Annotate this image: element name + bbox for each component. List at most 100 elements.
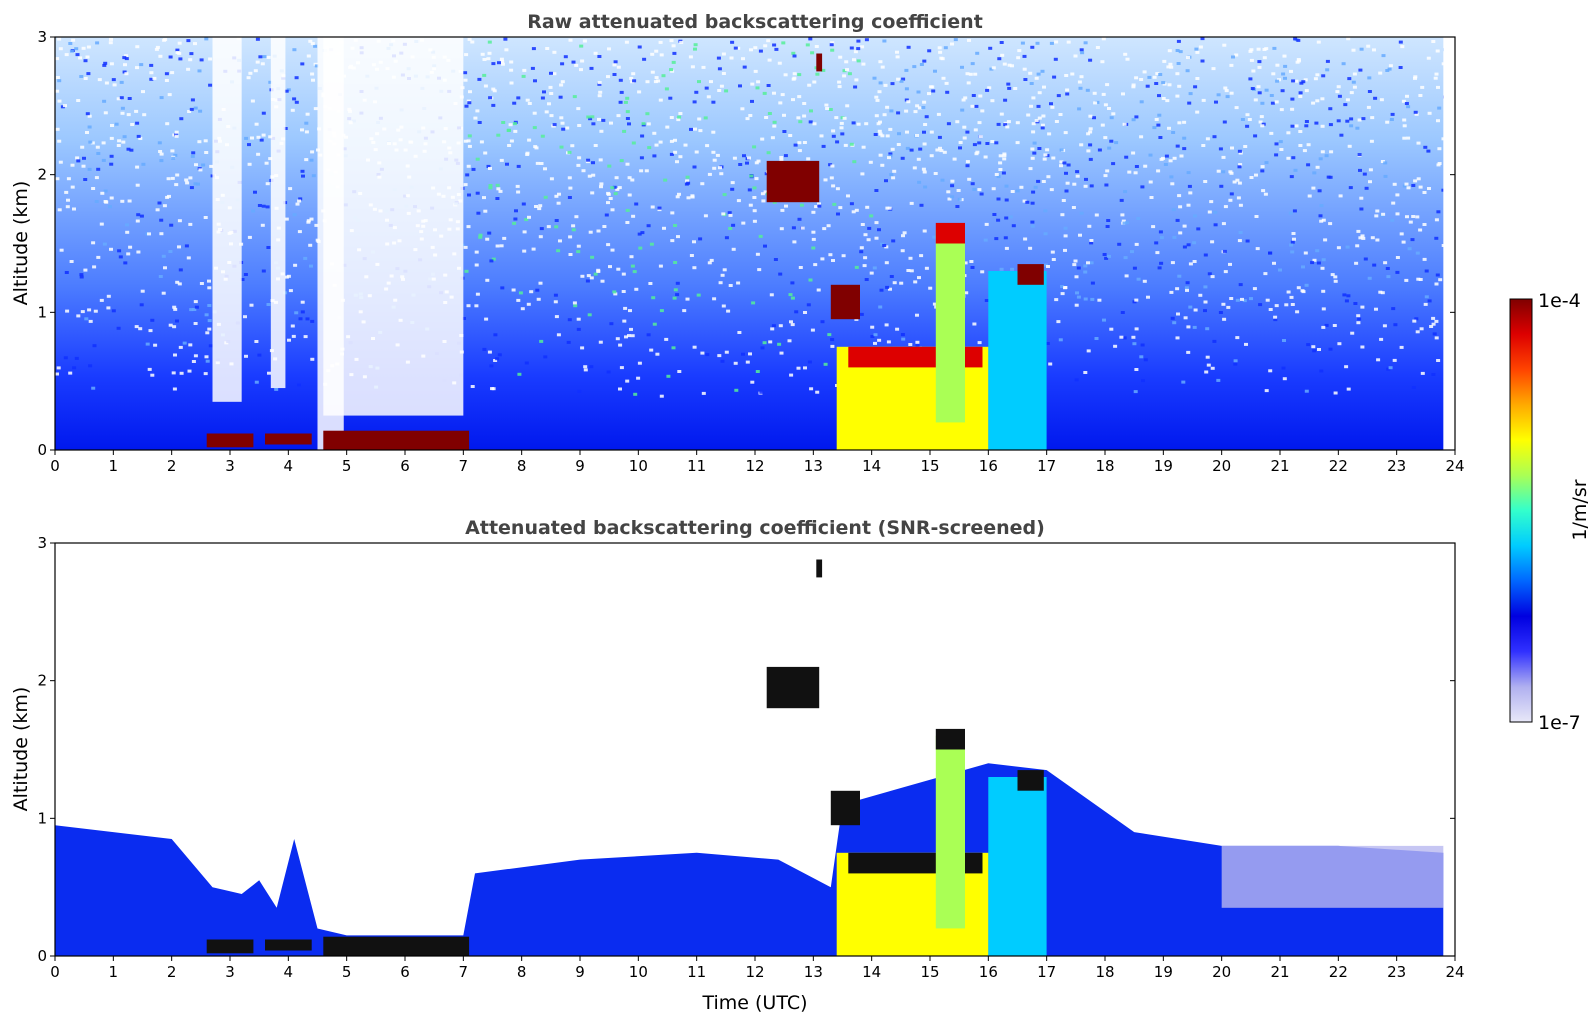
raw-noise-speckle — [135, 66, 139, 70]
raw-noise-speckle — [1306, 343, 1311, 347]
raw-noise-speckle — [866, 238, 871, 242]
raw-noise-speckle — [669, 152, 674, 156]
raw-noise-speckle — [1181, 380, 1186, 384]
raw-noise-speckle — [1185, 69, 1190, 73]
raw-noise-speckle — [756, 159, 761, 163]
raw-noise-speckle — [1060, 285, 1065, 288]
raw-noise-speckle — [574, 215, 579, 219]
raw-noise-speckle — [193, 42, 197, 46]
raw-noise-speckle — [588, 117, 593, 121]
raw-noise-speckle — [618, 78, 623, 82]
raw-noise-speckle — [159, 96, 164, 100]
raw-noise-speckle — [493, 359, 498, 362]
raw-noise-speckle — [810, 51, 815, 55]
raw-noise-speckle — [1054, 298, 1059, 302]
raw-noise-speckle — [961, 98, 966, 102]
raw-noise-speckle — [1366, 105, 1371, 109]
raw-noise-speckle — [82, 156, 86, 160]
raw-noise-speckle — [1183, 316, 1188, 320]
raw-noise-speckle — [772, 43, 777, 47]
raw-noise-speckle — [673, 288, 678, 292]
raw-noise-speckle — [1145, 84, 1150, 88]
raw-noise-speckle — [754, 161, 759, 165]
raw-signal-gap — [212, 37, 242, 402]
raw-noise-speckle — [207, 304, 212, 307]
raw-noise-speckle — [796, 366, 801, 370]
raw-noise-speckle — [159, 152, 164, 156]
raw-noise-speckle — [93, 309, 98, 313]
raw-noise-speckle — [261, 269, 266, 273]
raw-noise-speckle — [501, 121, 506, 124]
raw-noise-speckle — [830, 48, 835, 52]
raw-noise-speckle — [940, 178, 945, 182]
raw-noise-speckle — [927, 49, 932, 53]
raw-noise-speckle — [1143, 164, 1148, 168]
raw-noise-speckle — [760, 346, 765, 350]
screened-x-tick-label: 13 — [804, 963, 823, 981]
raw-noise-speckle — [533, 145, 538, 149]
raw-noise-speckle — [1437, 106, 1442, 110]
raw-noise-speckle — [1316, 261, 1321, 265]
raw-noise-speckle — [724, 350, 729, 354]
raw-noise-speckle — [1386, 275, 1391, 279]
raw-noise-speckle — [752, 219, 757, 223]
raw-noise-speckle — [889, 173, 894, 177]
raw-noise-speckle — [1127, 170, 1132, 174]
raw-noise-speckle — [658, 264, 663, 268]
raw-noise-speckle — [1214, 100, 1218, 104]
raw-noise-speckle — [631, 72, 636, 76]
raw-noise-speckle — [991, 187, 996, 191]
raw-noise-speckle — [189, 52, 194, 56]
raw-noise-speckle — [470, 40, 475, 44]
raw-noise-speckle — [888, 127, 893, 131]
raw-noise-speckle — [1175, 144, 1180, 148]
raw-noise-speckle — [467, 37, 472, 41]
raw-noise-speckle — [1311, 345, 1316, 349]
raw-noise-speckle — [1434, 336, 1439, 340]
raw-noise-speckle — [1022, 54, 1027, 58]
raw-noise-speckle — [580, 59, 585, 63]
raw-noise-speckle — [977, 121, 982, 125]
raw-noise-speckle — [526, 302, 531, 306]
raw-noise-speckle — [136, 213, 141, 217]
raw-noise-speckle — [1423, 145, 1428, 149]
raw-noise-speckle — [787, 339, 792, 343]
raw-noise-speckle — [549, 114, 554, 118]
raw-noise-speckle — [1134, 327, 1139, 331]
raw-noise-speckle — [741, 221, 746, 225]
raw-noise-speckle — [899, 281, 904, 285]
raw-noise-speckle — [1188, 191, 1193, 195]
raw-noise-speckle — [208, 83, 213, 87]
raw-noise-speckle — [807, 360, 812, 364]
raw-noise-speckle — [266, 246, 271, 249]
raw-noise-speckle — [1362, 172, 1367, 176]
raw-noise-speckle — [1329, 150, 1334, 154]
raw-noise-speckle — [283, 127, 288, 130]
raw-noise-speckle — [669, 39, 674, 43]
raw-noise-speckle — [543, 195, 548, 199]
raw-noise-speckle — [1252, 287, 1257, 291]
raw-noise-speckle — [1355, 126, 1360, 130]
raw-noise-speckle — [500, 60, 505, 64]
raw-noise-speckle — [619, 366, 624, 370]
raw-noise-speckle — [85, 112, 90, 116]
raw-noise-speckle — [304, 121, 309, 125]
raw-noise-speckle — [676, 118, 681, 122]
raw-noise-speckle — [955, 205, 960, 208]
raw-noise-speckle — [1429, 325, 1434, 328]
raw-noise-speckle — [473, 116, 478, 120]
raw-noise-speckle — [139, 303, 144, 307]
raw-noise-speckle — [1223, 270, 1228, 274]
raw-noise-speckle — [874, 236, 879, 240]
raw-noise-speckle — [1177, 274, 1182, 278]
raw-noise-speckle — [790, 296, 795, 300]
raw-noise-speckle — [980, 109, 985, 113]
raw-noise-speckle — [692, 240, 696, 244]
raw-noise-speckle — [1360, 234, 1365, 238]
raw-x-axis: 0 1 2 3 4 5 6 7 8 9 10 11 12 13 14 15 16 17 18 19 20 21 22 23 24 — [50, 450, 1465, 475]
raw-noise-speckle — [774, 47, 779, 51]
raw-noise-speckle — [1088, 127, 1093, 131]
raw-noise-speckle — [1273, 315, 1278, 319]
raw-noise-speckle — [244, 354, 248, 358]
raw-noise-speckle — [965, 130, 970, 134]
